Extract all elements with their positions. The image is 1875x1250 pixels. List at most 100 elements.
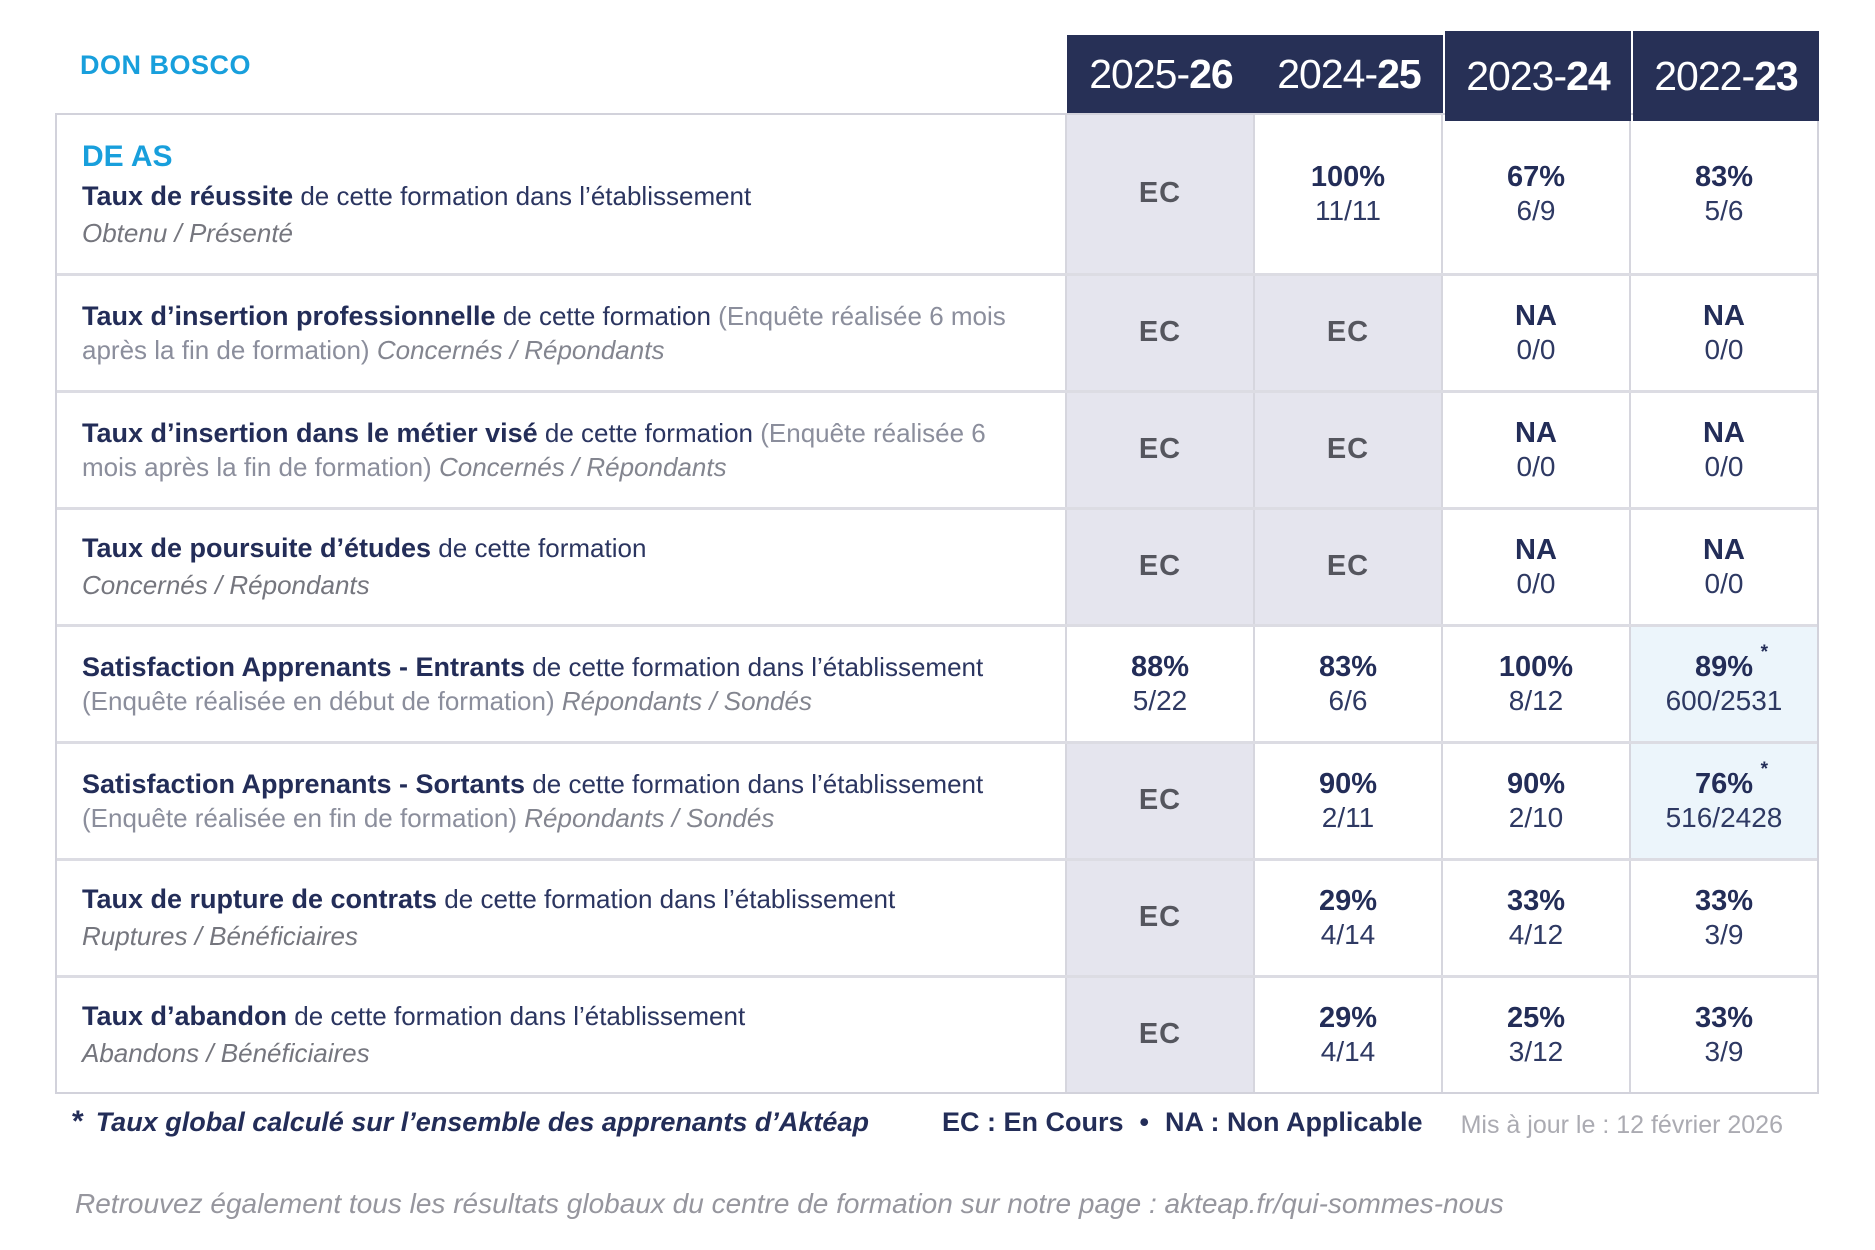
row-description: de cette formation dans l’établissement (294, 1001, 746, 1032)
value-percent: NA (1703, 533, 1745, 566)
value-percent: 33% (1694, 1001, 1754, 1034)
value-fraction: 0/0 (1516, 450, 1556, 482)
table-row: DE AS Taux de réussite de cette formatio… (57, 115, 1817, 273)
value-fraction: 6/6 (1328, 684, 1368, 716)
value-percent: 90% (1318, 767, 1378, 800)
value-percent: EC (1326, 550, 1370, 583)
value-fraction: 8/12 (1508, 684, 1564, 716)
value-fraction: 516/2428 (1665, 801, 1783, 833)
value-cell: 83% 6/6 (1253, 627, 1441, 741)
abbreviation-legend: EC : En Cours • NA : Non Applicable (942, 1107, 1422, 1138)
value-cell: 88% 5/22 (1065, 627, 1253, 741)
table-row: Satisfaction Apprenants - Sortants de ce… (57, 741, 1817, 858)
row-description: de cette formation (438, 533, 647, 564)
table-row: Taux de poursuite d’études de cette form… (57, 507, 1817, 624)
row-ratio-caption-inline: Répondants / Sondés (524, 802, 775, 833)
row-description: de cette formation dans l’établissement (532, 651, 984, 682)
value-cell: EC (1253, 276, 1441, 390)
value-cell: 83% 5/6 (1629, 115, 1817, 273)
year-header-row: 2025- 26 2024- 25 2023- 24 2022- 23 (1067, 31, 1819, 121)
value-cell: 100% 11/11 (1253, 115, 1441, 273)
row-label: Taux de rupture de contrats de cette for… (57, 861, 1065, 975)
value-percent: EC (1138, 901, 1182, 934)
value-cell: 33% 3/9 (1629, 978, 1817, 1092)
row-label-text: Taux de réussite de cette formation dans… (82, 179, 1039, 214)
value-percent: 29% (1318, 884, 1378, 917)
row-description: de cette formation dans l’établissement (300, 181, 752, 212)
table-row: Satisfaction Apprenants - Entrants de ce… (57, 624, 1817, 741)
row-label: Taux d’insertion professionnelle de cett… (57, 276, 1065, 390)
year-header-group: 2025- 26 2024- 25 (1067, 35, 1443, 113)
row-ratio-caption: Ruptures / Bénéficiaires (82, 921, 359, 952)
value-percent: 76% * (1694, 758, 1769, 800)
value-percent: 83% (1694, 160, 1754, 193)
bullet-separator: • (1139, 1107, 1149, 1137)
value-percent: EC (1138, 550, 1182, 583)
value-cell: 67% 6/9 (1441, 115, 1629, 273)
value-cell: 90% 2/11 (1253, 744, 1441, 858)
value-percent: EC (1326, 433, 1370, 466)
footnote-star-note: * Taux global calculé sur l’ensemble des… (72, 1107, 869, 1138)
row-title: Taux de réussite (82, 181, 294, 212)
table-row: Taux de rupture de contrats de cette for… (57, 858, 1817, 975)
row-survey-note: (Enquête réalisée 6 mois après la fin de… (82, 300, 1006, 365)
value-cell: 33% 3/9 (1629, 861, 1817, 975)
value-cell: EC (1065, 510, 1253, 624)
value-cell: NA 0/0 (1441, 510, 1629, 624)
legend-na: NA : Non Applicable (1164, 1107, 1423, 1137)
value-fraction: 0/0 (1704, 567, 1744, 599)
row-title: Taux de rupture de contrats (82, 884, 438, 915)
value-fraction: 2/11 (1321, 801, 1375, 833)
row-survey-note: (Enquête réalisée en début de formation) (82, 685, 555, 716)
row-label-text: Taux de rupture de contrats de cette for… (82, 882, 1039, 917)
value-fraction: 11/11 (1315, 194, 1381, 226)
year-col-2024-25: 2024- 25 (1277, 50, 1421, 97)
value-percent: 29% (1318, 1001, 1378, 1034)
value-percent: 25% (1506, 1001, 1566, 1034)
table-row: Taux d’abandon de cette formation dans l… (57, 975, 1817, 1092)
value-cell: EC (1065, 744, 1253, 858)
value-percent: EC (1326, 316, 1370, 349)
value-fraction: 4/12 (1508, 918, 1564, 950)
value-fraction: 0/0 (1704, 450, 1744, 482)
value-percent: 83% (1318, 650, 1378, 683)
global-results-note: Retrouvez également tous les résultats g… (75, 1188, 1504, 1219)
asterisk-note-marker: * (1760, 641, 1769, 663)
row-label-text: Taux d’insertion professionnelle de cett… (82, 299, 1039, 368)
value-fraction: 2/10 (1508, 801, 1564, 833)
value-percent: 89% * (1694, 641, 1769, 683)
year-col-2025-26: 2025- 26 (1089, 50, 1233, 97)
asterisk-note-marker: * (1760, 758, 1769, 780)
row-survey-note: (Enquête réalisée en fin de formation) (82, 802, 518, 833)
value-cell: NA 0/0 (1629, 393, 1817, 507)
value-fraction: 5/6 (1704, 194, 1744, 226)
value-fraction: 4/14 (1320, 1035, 1376, 1067)
value-percent: EC (1138, 1018, 1182, 1051)
year-col-2022-23: 2022- 23 (1633, 31, 1819, 121)
footnote-text: Taux global calculé sur l’ensemble des a… (95, 1107, 869, 1137)
row-ratio-caption: Concernés / Répondants (82, 570, 370, 601)
row-title: Taux d’abandon (82, 1001, 288, 1032)
value-percent: 100% (1310, 160, 1386, 193)
value-cell: EC (1065, 115, 1253, 273)
value-cell: 29% 4/14 (1253, 978, 1441, 1092)
row-label-text: Satisfaction Apprenants - Sortants de ce… (82, 767, 1039, 836)
value-cell: NA 0/0 (1629, 510, 1817, 624)
row-title: Taux d’insertion professionnelle (82, 300, 496, 331)
value-cell: NA 0/0 (1441, 276, 1629, 390)
row-label: Taux d’insertion dans le métier visé de … (57, 393, 1065, 507)
value-percent: EC (1138, 784, 1182, 817)
row-ratio-caption-inline: Concernés / Répondants (438, 451, 727, 482)
row-label: Taux de poursuite d’études de cette form… (57, 510, 1065, 624)
row-ratio-caption: Abandons / Bénéficiaires (82, 1038, 370, 1069)
row-label: DE AS Taux de réussite de cette formatio… (57, 115, 1065, 273)
row-ratio-caption: Obtenu / Présenté (82, 218, 294, 249)
formation-badge: DE AS (82, 140, 173, 174)
top-bar: DON BOSCO 2025- 26 2024- 25 2023- 24 2022- 2… (0, 0, 1875, 121)
footnote-row: * Taux global calculé sur l’ensemble des… (0, 1103, 1875, 1153)
results-table: DE AS Taux de réussite de cette formatio… (55, 113, 1819, 1094)
value-fraction: 4/14 (1320, 918, 1376, 950)
row-survey-note: (Enquête réalisée 6 mois après la fin de… (82, 417, 986, 482)
row-title: Taux de poursuite d’études (82, 533, 432, 564)
